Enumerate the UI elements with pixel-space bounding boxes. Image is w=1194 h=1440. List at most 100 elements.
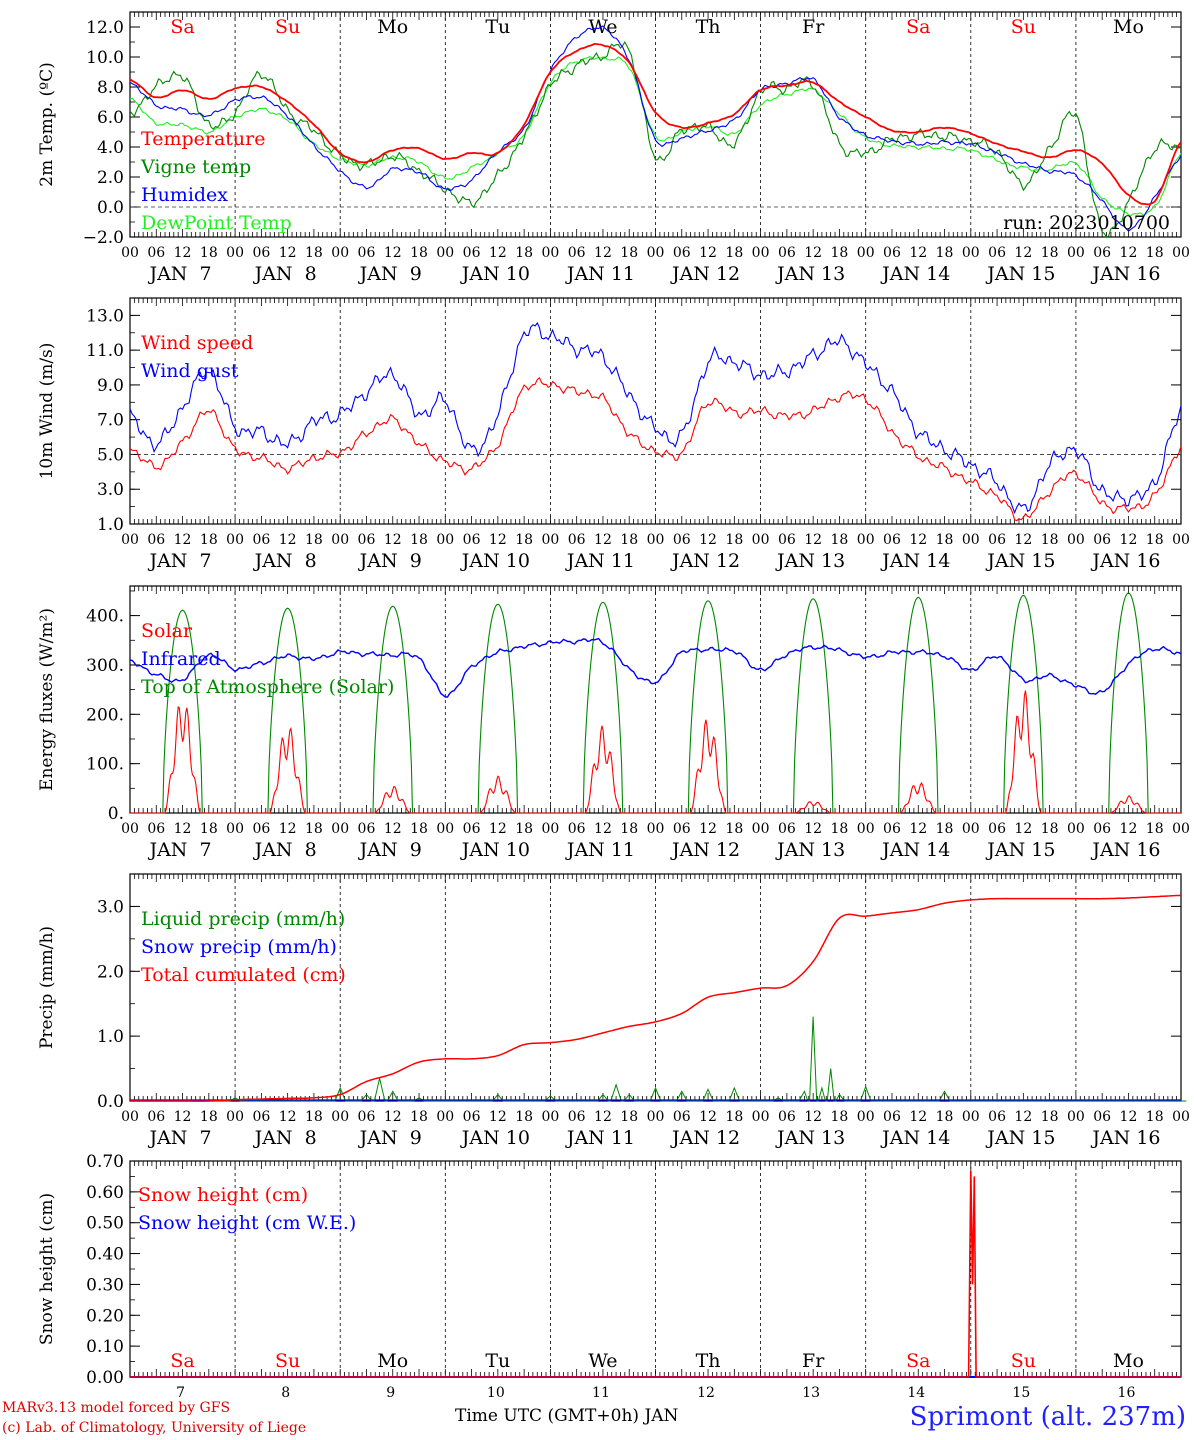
date-label: JAN 7 bbox=[147, 839, 211, 861]
hour-label: 12 bbox=[279, 821, 297, 837]
hour-label: 06 bbox=[1093, 245, 1111, 261]
legend-entry: Total cumulated (cm) bbox=[141, 964, 346, 986]
hour-label: 00 bbox=[331, 245, 349, 261]
hour-label: 06 bbox=[463, 821, 481, 837]
hour-label: 12 bbox=[1120, 1109, 1138, 1125]
day-number-label: 16 bbox=[1118, 1385, 1136, 1401]
y-tick-label: 4.0 bbox=[97, 138, 124, 158]
hour-label: 00 bbox=[857, 1109, 875, 1125]
hour-label: 00 bbox=[1172, 245, 1190, 261]
date-label: JAN 15 bbox=[985, 550, 1055, 572]
hour-label: 12 bbox=[594, 245, 612, 261]
hour-label: 00 bbox=[541, 821, 559, 837]
hour-label: 12 bbox=[594, 532, 612, 548]
hour-label: 18 bbox=[831, 821, 849, 837]
weekday-label: Su bbox=[275, 16, 300, 38]
y-tick-label: 11.0 bbox=[86, 341, 124, 361]
series-wind-gust bbox=[129, 321, 1182, 515]
legend-entry: Wind speed bbox=[141, 332, 253, 354]
hour-label: 06 bbox=[147, 821, 165, 837]
weekday-label: Mo bbox=[1113, 16, 1144, 38]
date-label: JAN 12 bbox=[670, 1127, 740, 1149]
y-tick-label: 3.0 bbox=[97, 480, 124, 500]
y-tick-label: 1.0 bbox=[97, 515, 124, 535]
legend-entry: Solar bbox=[141, 620, 193, 642]
hour-label: 00 bbox=[1172, 532, 1190, 548]
y-tick-label: 0.00 bbox=[86, 1368, 124, 1388]
hour-label: 00 bbox=[436, 1109, 454, 1125]
date-label: JAN 14 bbox=[880, 263, 950, 285]
hour-label: 00 bbox=[541, 1109, 559, 1125]
hour-label: 12 bbox=[804, 1109, 822, 1125]
y-tick-label: 0. bbox=[108, 804, 124, 824]
date-label: JAN 15 bbox=[985, 1127, 1055, 1149]
legend-entry: Humidex bbox=[141, 184, 228, 206]
hour-label: 12 bbox=[279, 532, 297, 548]
hour-label: 12 bbox=[699, 821, 717, 837]
hour-label: 06 bbox=[1093, 821, 1111, 837]
day-number-label: 9 bbox=[386, 1385, 395, 1401]
hour-label: 00 bbox=[226, 821, 244, 837]
hour-label: 00 bbox=[541, 532, 559, 548]
hour-label: 00 bbox=[1067, 245, 1085, 261]
hour-label: 06 bbox=[883, 245, 901, 261]
hour-label: 18 bbox=[305, 821, 323, 837]
hour-label: 18 bbox=[1146, 821, 1164, 837]
hour-label: 00 bbox=[121, 821, 139, 837]
hour-label: 18 bbox=[725, 245, 743, 261]
y-tick-label: 400. bbox=[86, 607, 124, 627]
hour-label: 12 bbox=[1014, 532, 1032, 548]
y-tick-label: 0.20 bbox=[86, 1306, 124, 1326]
hour-label: 12 bbox=[279, 245, 297, 261]
hour-label: 12 bbox=[804, 821, 822, 837]
weekday-label: Mo bbox=[377, 16, 408, 38]
hour-label: 12 bbox=[909, 1109, 927, 1125]
hour-label: 12 bbox=[489, 245, 507, 261]
day-number-label: 10 bbox=[487, 1385, 505, 1401]
hour-label: 18 bbox=[1146, 245, 1164, 261]
series-temperature bbox=[129, 43, 1182, 206]
hour-label: 00 bbox=[647, 1109, 665, 1125]
date-label: JAN 10 bbox=[460, 550, 530, 572]
weekday-label: Sa bbox=[170, 1350, 194, 1372]
hour-label: 00 bbox=[331, 532, 349, 548]
hour-label: 06 bbox=[778, 245, 796, 261]
legend-entry: Temperature bbox=[141, 128, 265, 150]
date-label: JAN 8 bbox=[253, 263, 317, 285]
y-tick-label: 9.0 bbox=[97, 376, 124, 396]
hour-label: 12 bbox=[699, 1109, 717, 1125]
date-label: JAN 12 bbox=[670, 263, 740, 285]
hour-label: 00 bbox=[1067, 1109, 1085, 1125]
date-label: JAN 9 bbox=[358, 839, 422, 861]
y-tick-label: 8.0 bbox=[97, 78, 124, 98]
hour-label: 18 bbox=[936, 532, 954, 548]
date-label: JAN 13 bbox=[775, 1127, 845, 1149]
hour-label: 18 bbox=[936, 821, 954, 837]
hour-label: 12 bbox=[384, 245, 402, 261]
hour-label: 06 bbox=[1093, 532, 1111, 548]
legend-entry: DewPoint Temp bbox=[141, 212, 292, 234]
date-label: JAN 15 bbox=[985, 263, 1055, 285]
legend-entry: Snow height (cm W.E.) bbox=[138, 1212, 356, 1234]
hour-label: 00 bbox=[1172, 821, 1190, 837]
weekday-label: Tu bbox=[485, 1350, 510, 1372]
hour-label: 12 bbox=[594, 821, 612, 837]
date-label: JAN 14 bbox=[880, 839, 950, 861]
hour-label: 06 bbox=[778, 821, 796, 837]
hour-label: 06 bbox=[252, 532, 270, 548]
hour-label: 00 bbox=[436, 245, 454, 261]
hour-label: 00 bbox=[647, 821, 665, 837]
y-tick-label: 100. bbox=[86, 755, 124, 775]
hour-label: 00 bbox=[857, 245, 875, 261]
weekday-label: Fr bbox=[802, 16, 825, 38]
y-axis-label: 2m Temp. (ºC) bbox=[37, 62, 57, 187]
hour-label: 18 bbox=[305, 245, 323, 261]
day-number-label: 12 bbox=[697, 1385, 715, 1401]
hour-label: 06 bbox=[988, 821, 1006, 837]
hour-label: 18 bbox=[620, 532, 638, 548]
date-label: JAN 13 bbox=[775, 263, 845, 285]
hour-label: 12 bbox=[384, 821, 402, 837]
day-number-label: 8 bbox=[281, 1385, 290, 1401]
day-number-label: 14 bbox=[907, 1385, 925, 1401]
hour-label: 06 bbox=[252, 245, 270, 261]
